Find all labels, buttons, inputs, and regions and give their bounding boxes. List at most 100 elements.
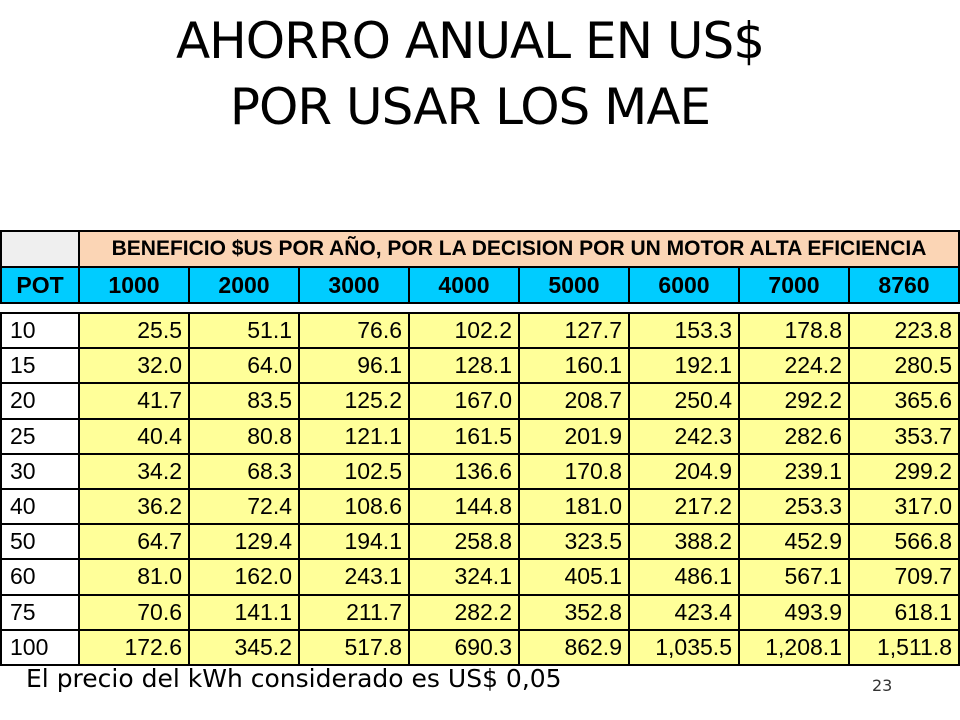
savings-value-cell: 243.1 [298,558,410,596]
savings-value-cell: 51.1 [188,312,300,350]
table-title-cell: BENEFICIO $US POR AÑO, POR LA DECISION P… [78,230,960,268]
pot-value-cell: 60 [0,558,80,596]
savings-value-cell: 365.6 [848,382,960,420]
savings-value-cell: 108.6 [298,488,410,526]
savings-value-cell: 153.3 [628,312,740,350]
savings-value-cell: 81.0 [78,558,190,596]
savings-value-cell: 129.4 [188,523,300,561]
savings-value-cell: 192.1 [628,347,740,385]
table-row: 75 70.6 141.1 211.7 282.2 352.8 423.4 493.9 618.… [0,593,960,631]
savings-value-cell: 144.8 [408,488,520,526]
savings-value-cell: 292.2 [738,382,850,420]
savings-value-cell: 618.1 [848,593,960,631]
price-footnote: El precio del kWh considerado es US$ 0,0… [26,664,562,693]
savings-value-cell: 486.1 [628,558,740,596]
pot-value-cell: 10 [0,312,80,350]
column-header: 1000 [78,266,190,304]
savings-value-cell: 178.8 [738,312,850,350]
column-header: 7000 [738,266,850,304]
savings-value-cell: 83.5 [188,382,300,420]
savings-value-cell: 452.9 [738,523,850,561]
title-line-1: AHORRO ANUAL EN US$ [175,12,765,70]
savings-value-cell: 1,511.8 [848,628,960,666]
pot-value-cell: 75 [0,593,80,631]
savings-value-cell: 70.6 [78,593,190,631]
pot-value-cell: 20 [0,382,80,420]
savings-value-cell: 136.6 [408,452,520,490]
column-header: 8760 [848,266,960,304]
pot-value-cell: 25 [0,417,80,455]
savings-value-cell: 208.7 [518,382,630,420]
savings-value-cell: 72.4 [188,488,300,526]
savings-value-cell: 162.0 [188,558,300,596]
savings-value-cell: 102.2 [408,312,520,350]
column-header: 2000 [188,266,300,304]
savings-value-cell: 517.8 [298,628,410,666]
title-line-2: POR USAR LOS MAE [229,78,711,136]
savings-value-cell: 170.8 [518,452,630,490]
savings-value-cell: 258.8 [408,523,520,561]
table-row: 25 40.4 80.8 121.1 161.5 201.9 242.3 282.6 353.7 [0,417,960,455]
savings-value-cell: 201.9 [518,417,630,455]
table-row: 10 25.5 51.1 76.6 102.2 127.7 153.3 178.8 223.8 [0,312,960,350]
savings-value-cell: 96.1 [298,347,410,385]
savings-value-cell: 242.3 [628,417,740,455]
savings-value-cell: 64.0 [188,347,300,385]
savings-value-cell: 125.2 [298,382,410,420]
savings-value-cell: 690.3 [408,628,520,666]
savings-value-cell: 405.1 [518,558,630,596]
savings-value-cell: 167.0 [408,382,520,420]
pot-value-cell: 30 [0,452,80,490]
savings-value-cell: 239.1 [738,452,850,490]
column-header: 3000 [298,266,410,304]
savings-value-cell: 172.6 [78,628,190,666]
savings-value-cell: 223.8 [848,312,960,350]
table-row: 20 41.7 83.5 125.2 167.0 208.7 250.4 292.2 365.6 [0,382,960,420]
savings-value-cell: 709.7 [848,558,960,596]
savings-value-cell: 194.1 [298,523,410,561]
savings-value-cell: 127.7 [518,312,630,350]
savings-value-cell: 68.3 [188,452,300,490]
savings-value-cell: 388.2 [628,523,740,561]
savings-value-cell: 36.2 [78,488,190,526]
savings-value-cell: 80.8 [188,417,300,455]
table-row: 40 36.2 72.4 108.6 144.8 181.0 217.2 253.3 317.0 [0,488,960,526]
savings-value-cell: 211.7 [298,593,410,631]
pot-value-cell: 50 [0,523,80,561]
savings-value-cell: 493.9 [738,593,850,631]
table-header-row: BENEFICIO $US POR AÑO, POR LA DECISION P… [0,230,960,268]
savings-value-cell: 282.2 [408,593,520,631]
savings-value-cell: 102.5 [298,452,410,490]
savings-value-cell: 282.6 [738,417,850,455]
savings-value-cell: 317.0 [848,488,960,526]
pot-column-header: POT [0,266,80,304]
savings-table: BENEFICIO $US POR AÑO, POR LA DECISION P… [0,230,960,666]
pot-value-cell: 15 [0,347,80,385]
column-header-row: POT 1000 2000 3000 4000 5000 6000 7000 8760 [0,266,960,304]
savings-value-cell: 323.5 [518,523,630,561]
savings-value-cell: 217.2 [628,488,740,526]
table-row: 15 32.0 64.0 96.1 128.1 160.1 192.1 224.2 280.5 [0,347,960,385]
savings-value-cell: 352.8 [518,593,630,631]
page-number: 23 [872,676,893,695]
savings-value-cell: 324.1 [408,558,520,596]
savings-value-cell: 121.1 [298,417,410,455]
savings-value-cell: 181.0 [518,488,630,526]
savings-value-cell: 566.8 [848,523,960,561]
savings-value-cell: 64.7 [78,523,190,561]
savings-value-cell: 32.0 [78,347,190,385]
savings-value-cell: 76.6 [298,312,410,350]
savings-value-cell: 40.4 [78,417,190,455]
header-blank-cell [0,230,80,268]
savings-value-cell: 345.2 [188,628,300,666]
table-row: 60 81.0 162.0 243.1 324.1 405.1 486.1 567.1 709.… [0,558,960,596]
savings-value-cell: 253.3 [738,488,850,526]
pot-value-cell: 40 [0,488,80,526]
slide-title: AHORRO ANUAL EN US$ POR USAR LOS MAE [0,8,940,140]
savings-value-cell: 160.1 [518,347,630,385]
savings-value-cell: 141.1 [188,593,300,631]
savings-value-cell: 299.2 [848,452,960,490]
savings-value-cell: 567.1 [738,558,850,596]
savings-value-cell: 1,035.5 [628,628,740,666]
savings-value-cell: 862.9 [518,628,630,666]
